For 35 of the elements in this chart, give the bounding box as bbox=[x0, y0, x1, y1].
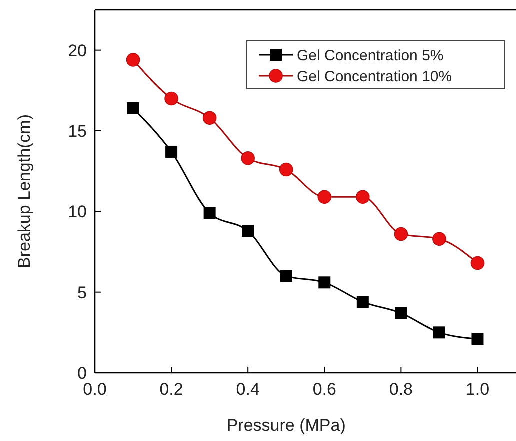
y-tick-label: 20 bbox=[68, 41, 87, 60]
legend-label: Gel Concentration 10% bbox=[297, 68, 452, 86]
point bbox=[318, 190, 332, 204]
y-tick-label: 15 bbox=[68, 122, 87, 141]
x-tick-label: 1.0 bbox=[466, 380, 490, 399]
x-axis-title: Pressure (MPa) bbox=[226, 416, 346, 435]
point bbox=[356, 190, 370, 204]
x-tick-label: 0.6 bbox=[312, 380, 336, 399]
y-tick-label: 5 bbox=[78, 283, 87, 302]
point bbox=[433, 326, 446, 339]
y-tick-label: 10 bbox=[68, 202, 87, 222]
point bbox=[164, 92, 178, 106]
point bbox=[472, 333, 484, 346]
point bbox=[279, 162, 294, 177]
point bbox=[356, 296, 369, 308]
point bbox=[242, 225, 254, 238]
x-tick-label: 0.2 bbox=[160, 380, 184, 399]
y-axis-title: Breakup Length(cm) bbox=[15, 114, 34, 269]
point bbox=[318, 276, 331, 289]
point bbox=[166, 146, 178, 158]
point bbox=[204, 207, 216, 220]
point bbox=[202, 111, 217, 125]
x-tick-label: 0.8 bbox=[389, 380, 413, 399]
point bbox=[280, 270, 292, 282]
point bbox=[126, 53, 140, 67]
legend-label: Gel Concentration 5% bbox=[297, 48, 444, 64]
point bbox=[395, 307, 408, 320]
x-tick-label: 0.0 bbox=[83, 380, 107, 399]
point bbox=[394, 227, 408, 242]
point bbox=[127, 102, 140, 114]
point bbox=[432, 232, 446, 246]
x-tick-label: 0.4 bbox=[236, 380, 260, 399]
point bbox=[241, 152, 255, 166]
y-tick-label: 0 bbox=[78, 364, 87, 383]
point bbox=[470, 256, 485, 270]
